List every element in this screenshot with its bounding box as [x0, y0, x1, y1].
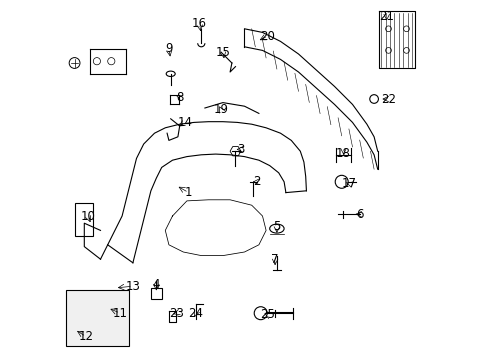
Text: 3: 3: [237, 143, 244, 156]
Text: 21: 21: [378, 10, 393, 23]
Text: 17: 17: [341, 177, 356, 190]
Bar: [75, 203, 93, 236]
Text: 9: 9: [165, 42, 172, 55]
Text: 24: 24: [188, 307, 203, 320]
Text: 12: 12: [79, 330, 93, 343]
Text: 11: 11: [113, 307, 127, 320]
Text: 18: 18: [335, 147, 350, 159]
Text: 23: 23: [168, 307, 183, 320]
Text: 22: 22: [380, 93, 395, 105]
Text: 10: 10: [81, 210, 95, 222]
Text: 20: 20: [260, 30, 275, 42]
Text: 8: 8: [176, 91, 183, 104]
Text: 4: 4: [152, 278, 160, 291]
Text: 2: 2: [253, 175, 260, 188]
Text: 7: 7: [271, 253, 278, 266]
Bar: [66, 290, 129, 346]
Bar: [151, 288, 162, 299]
Text: 1: 1: [184, 186, 192, 199]
Text: 13: 13: [125, 280, 140, 293]
Text: 25: 25: [260, 309, 275, 321]
Text: 16: 16: [192, 17, 206, 30]
Text: 15: 15: [215, 46, 230, 59]
Text: 6: 6: [355, 208, 363, 221]
Text: 14: 14: [177, 116, 192, 129]
Text: 5: 5: [273, 220, 280, 233]
Text: 19: 19: [213, 103, 228, 116]
